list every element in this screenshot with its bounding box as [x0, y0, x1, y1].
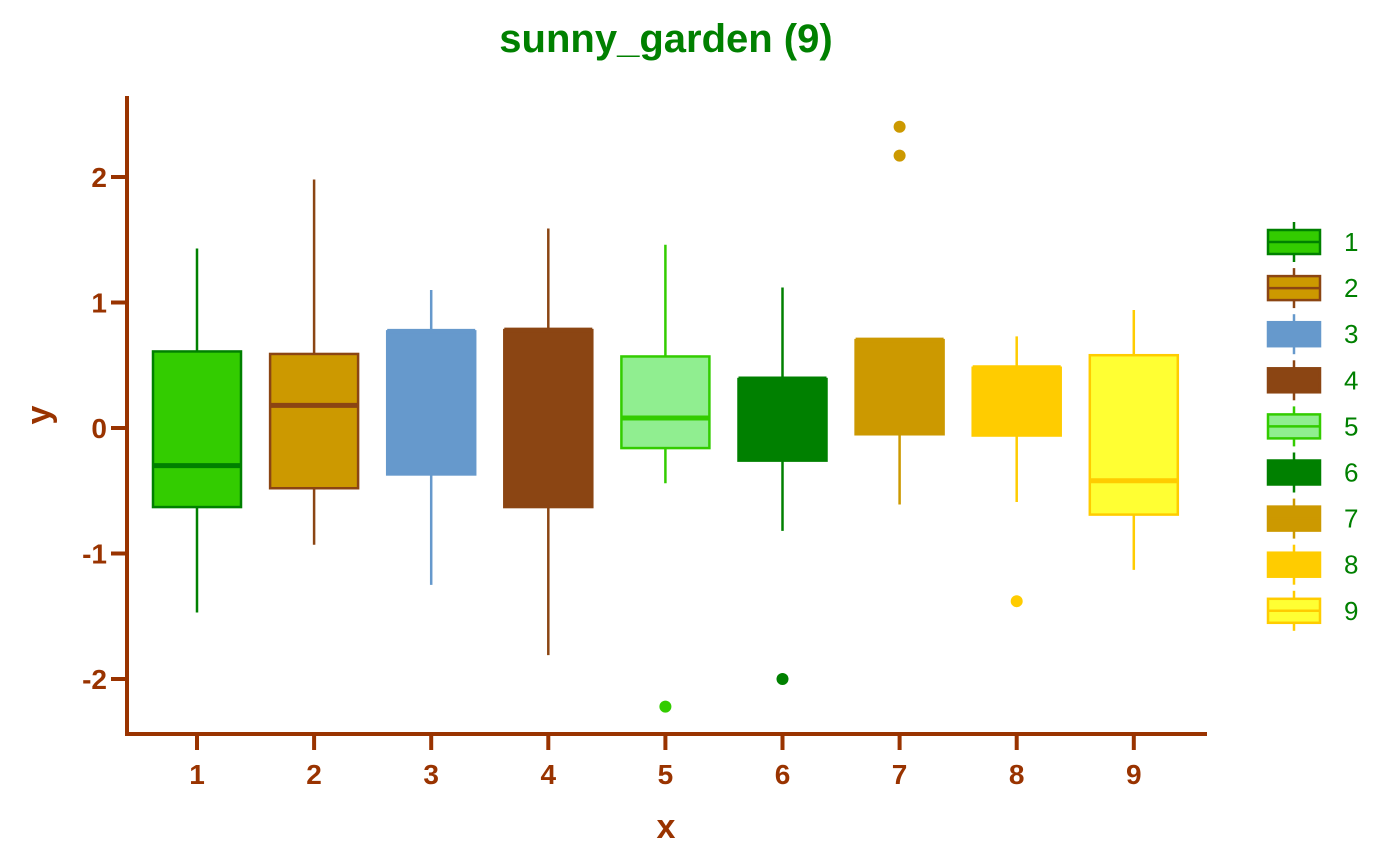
- box: [854, 338, 945, 436]
- legend-label: 9: [1344, 596, 1358, 626]
- outlier-point: [659, 700, 672, 713]
- legend-label: 2: [1344, 273, 1358, 303]
- legend: 1 2 3 4 5 6 7 8 9: [1266, 222, 1358, 631]
- x-tick-label: 6: [775, 759, 791, 790]
- legend-item-6: 6: [1266, 452, 1358, 493]
- legend-label: 1: [1344, 227, 1358, 257]
- y-tick-label: 2: [91, 162, 107, 193]
- x-tick-label: 9: [1126, 759, 1142, 790]
- x-tick-label: 2: [306, 759, 322, 790]
- legend-item-5: 5: [1266, 406, 1358, 447]
- legend-item-9: 9: [1266, 590, 1358, 631]
- x-tick-label: 3: [423, 759, 439, 790]
- plot-area: [151, 120, 1180, 713]
- legend-item-3: 3: [1266, 314, 1358, 355]
- box-group-6: [737, 287, 828, 685]
- y-axis-title: y: [20, 405, 58, 424]
- legend-label: 5: [1344, 411, 1358, 441]
- chart-title: sunny_garden (9): [499, 17, 832, 61]
- box-group-7: [854, 120, 945, 505]
- box-group-8: [971, 336, 1062, 608]
- box-group-3: [385, 289, 477, 585]
- y-tick-label: 0: [91, 413, 107, 444]
- outlier-point: [776, 673, 789, 685]
- legend-label: 3: [1344, 319, 1358, 349]
- y-tick-label: -2: [82, 664, 107, 695]
- box: [385, 330, 477, 476]
- x-axis-title: x: [657, 808, 676, 846]
- outlier-point: [893, 120, 906, 133]
- box-group-1: [151, 248, 243, 613]
- y-tick-label: 1: [91, 288, 107, 319]
- x-tick-label: 4: [541, 759, 557, 790]
- legend-label: 6: [1344, 458, 1358, 488]
- outlier-point: [893, 149, 906, 162]
- x-tick-label: 8: [1009, 759, 1025, 790]
- box: [268, 352, 360, 490]
- box: [503, 328, 594, 509]
- legend-item-7: 7: [1266, 498, 1358, 539]
- box-group-2: [268, 179, 360, 545]
- box: [151, 350, 243, 509]
- box-group-9: [1088, 310, 1180, 570]
- box-group-4: [503, 228, 594, 656]
- box: [971, 366, 1062, 437]
- legend-label: 7: [1344, 504, 1358, 534]
- legend-item-8: 8: [1266, 544, 1358, 585]
- x-tick-label: 5: [658, 759, 674, 790]
- legend-item-4: 4: [1266, 360, 1358, 401]
- x-tick-label: 7: [892, 759, 908, 790]
- box: [1088, 353, 1180, 516]
- legend-item-2: 2: [1266, 268, 1358, 309]
- outlier-point: [1010, 595, 1023, 608]
- box-group-5: [620, 244, 711, 713]
- y-tick-label: -1: [82, 539, 107, 570]
- box: [737, 377, 828, 462]
- legend-label: 4: [1344, 365, 1358, 395]
- x-axis: 1 2 3 4 5 6 7 8 9: [125, 732, 1207, 790]
- y-axis: -2 -1 0 1 2: [82, 96, 129, 734]
- legend-label: 8: [1344, 550, 1358, 580]
- legend-item-1: 1: [1266, 222, 1358, 262]
- box: [620, 355, 711, 450]
- x-tick-label: 1: [189, 759, 205, 790]
